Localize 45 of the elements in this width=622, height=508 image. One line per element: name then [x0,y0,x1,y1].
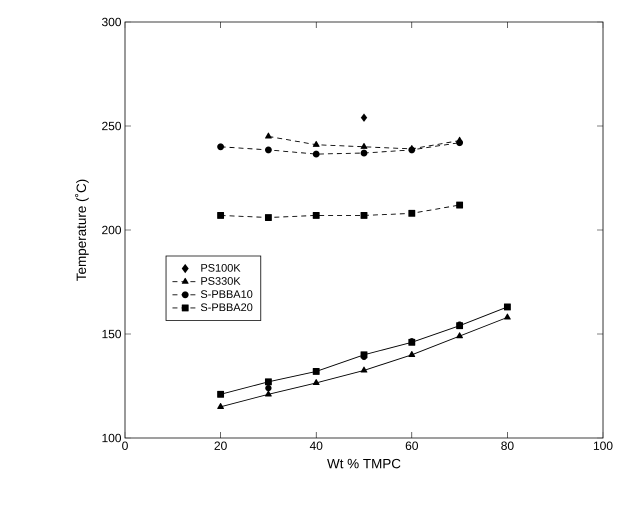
x-tick-label: 20 [214,442,227,450]
point [265,384,272,392]
legend-label: S-PBBA20 [200,303,252,312]
point [312,368,320,375]
point [408,210,416,217]
point [360,142,368,149]
point [264,214,272,221]
point [360,150,368,156]
point [264,378,272,386]
point [312,379,320,386]
x-tick-label: 60 [406,442,418,450]
y-tick-label: 150 [102,330,122,338]
point [504,314,511,320]
y-tick-label: 100 [102,434,122,442]
legend-label: PS100K [201,264,240,272]
point [217,143,224,150]
y-axis-title: Temperature (˚C) [75,180,89,281]
y-tick-label: 250 [102,122,122,130]
point [217,402,224,409]
point [312,140,320,147]
x-axis-title: Wt % TMPC [327,458,400,468]
point [265,132,272,139]
point [360,212,368,219]
point [360,113,368,122]
point [312,212,320,219]
legend-label: S-PBBA10 [200,290,252,298]
point [504,304,511,310]
x-tick-label: 100 [594,442,613,450]
point [265,390,272,396]
point [312,150,320,158]
point [456,202,464,208]
x-tick-label: 40 [310,442,322,450]
y-tick-label: 300 [102,18,122,26]
point [217,212,224,219]
point [456,139,464,146]
x-tick-label: 80 [501,442,514,450]
point [217,390,224,398]
y-tick-label: 200 [102,226,122,234]
point [360,366,368,373]
legend-label: PS330K [201,277,240,285]
x-tick-label: 0 [122,442,128,450]
point [456,332,463,338]
point [264,146,272,154]
point [360,351,368,358]
point [408,350,416,357]
